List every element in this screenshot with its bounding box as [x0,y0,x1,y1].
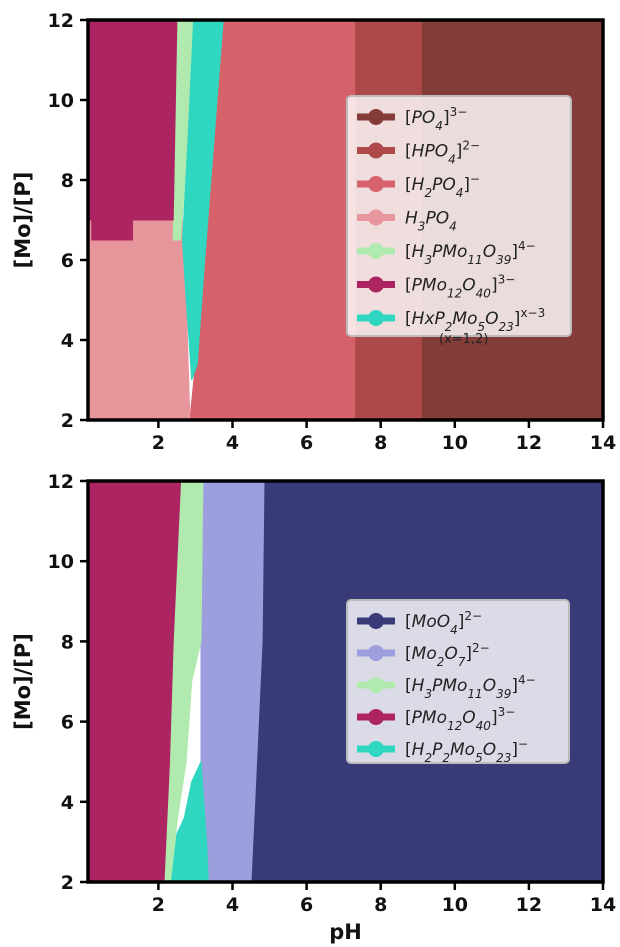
legend-marker [368,310,384,326]
legend: [MoO4]2− [Mo2O7]2− [H3PMo11O39]4− [PMo12O40… [346,599,570,765]
y-tick-label: 12 [48,471,74,493]
x-tick-label: 10 [442,894,468,916]
legend-label: [PMo12O40]3− [405,273,515,301]
legend-marker [368,645,384,661]
x-tick-label: 12 [516,894,542,916]
legend-box [346,95,572,337]
legend-label: [H2P2Mo5O23]− [405,737,528,765]
y-tick-label: 6 [61,712,74,734]
x-tick-label: 12 [516,432,542,454]
region-3 [88,481,182,882]
legend-marker [368,741,384,757]
legend-marker [368,613,384,629]
x-axis-label: pH [329,920,362,944]
legend-marker [368,709,384,725]
legend-marker [368,176,384,192]
y-tick-label: 10 [48,551,74,573]
legend-label: [H3PMo11O39]4− [405,673,536,701]
legend-label: [H3PMo11O39]4− [405,239,536,267]
legend-label: [HPO4]2− [405,139,480,167]
y-axis-label: [Mo]/[P] [11,172,35,269]
y-tick-label: 2 [61,872,74,894]
legend-marker [368,209,384,226]
plot-frame [86,18,605,422]
x-tick-label: 8 [374,432,387,454]
y-tick-label: 2 [61,410,74,432]
y-tick-label: 6 [61,250,74,272]
y-tick-label: 4 [61,330,74,352]
x-tick-label: 10 [442,432,468,454]
y-tick-label: 8 [61,170,74,192]
legend-marker [368,109,384,125]
legend-marker [368,243,384,259]
region-3 [88,219,191,420]
legend-label: [PMo12O40]3− [405,705,515,733]
legend-label: [HxP2Mo5O23]x−3 [405,306,545,334]
x-tick-label: 2 [152,432,165,454]
top-panel: 2 4 6 8 10 12 14 2 4 6 8 10 12 [Mo]/[P] [PO4]3− [HPO4]2… [11,10,616,454]
x-tick-label: 4 [226,894,239,916]
region-4 [170,761,209,882]
y-axis-label: [Mo]/[P] [11,633,35,730]
y-tick-label: 8 [61,631,74,653]
x-tick-label: 14 [590,894,616,916]
legend-label: [H2PO4]− [405,172,480,200]
legend-label: H3PO4 [405,209,457,234]
legend-label: [PO4]3− [405,105,467,133]
y-tick-label: 10 [48,90,74,112]
legend-marker [368,276,384,293]
legend-note: (x=1,2) [439,332,488,347]
y-tick-label: 12 [48,10,74,32]
x-tick-label: 14 [590,432,616,454]
legend-marker [368,142,384,159]
bottom-panel: 2 4 6 8 10 12 14 2 4 6 8 10 12 [Mo]/[P] pH [MoO4]2− [Mo2… [11,471,616,944]
legend-label: [Mo2O7]2− [405,641,490,669]
legend-box [346,599,570,764]
plot-frame [86,479,605,884]
x-tick-label: 8 [374,894,387,916]
region-6 [181,20,224,381]
legend-marker [368,677,384,693]
x-tick-label: 6 [300,894,313,916]
legend-label: [MoO4]2− [405,609,482,637]
x-tick-label: 6 [300,432,313,454]
x-tick-label: 4 [226,432,239,454]
x-tick-label: 2 [152,894,165,916]
y-tick-label: 4 [61,792,74,814]
region-5 [88,20,178,241]
legend: [PO4]3− [HPO4]2− [H2PO4]− H3PO4 [H3PMo11O39]… [346,95,572,347]
